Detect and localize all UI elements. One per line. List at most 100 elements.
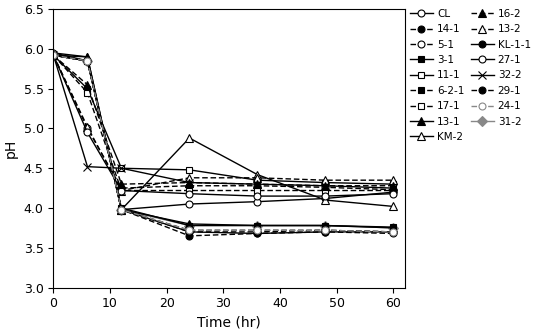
- 29-1: [84, 59, 90, 63]
- 32-2: [390, 186, 396, 190]
- 6-2-1: [390, 230, 396, 234]
- 11-1: [254, 178, 261, 182]
- 31-2: [84, 59, 90, 63]
- 3-1: [118, 206, 125, 210]
- 29-1: [186, 230, 193, 234]
- 14-1: [118, 208, 125, 212]
- Line: 13-2: 13-2: [49, 51, 398, 195]
- Line: 31-2: 31-2: [50, 52, 397, 231]
- Line: 29-1: 29-1: [50, 52, 397, 235]
- 13-1: [186, 222, 193, 226]
- KL-1-1: [118, 208, 125, 212]
- 27-1: [322, 194, 328, 198]
- 24-1: [254, 228, 261, 232]
- 17-1: [390, 188, 396, 192]
- 13-2: [84, 125, 90, 129]
- 24-1: [186, 228, 193, 232]
- 11-1: [186, 168, 193, 172]
- X-axis label: Time (hr): Time (hr): [197, 316, 261, 330]
- 5-1: [84, 127, 90, 131]
- 16-2: [118, 182, 125, 186]
- 13-1: [50, 53, 57, 57]
- 13-1: [390, 226, 396, 230]
- Line: 3-1: 3-1: [50, 52, 397, 230]
- 14-1: [186, 234, 193, 238]
- KM-2: [322, 198, 328, 202]
- 13-2: [322, 178, 328, 182]
- KL-1-1: [254, 231, 261, 235]
- CL: [254, 200, 261, 204]
- 27-1: [390, 192, 396, 196]
- KL-1-1: [84, 59, 90, 63]
- 5-1: [254, 184, 261, 188]
- 11-1: [118, 166, 125, 170]
- 11-1: [84, 87, 90, 91]
- 6-2-1: [322, 228, 328, 232]
- 16-2: [84, 83, 90, 87]
- 31-2: [186, 223, 193, 227]
- Line: 6-2-1: 6-2-1: [50, 52, 397, 235]
- 31-2: [254, 223, 261, 227]
- 17-1: [84, 91, 90, 95]
- 11-1: [322, 181, 328, 185]
- 16-2: [322, 184, 328, 188]
- 3-1: [322, 223, 328, 227]
- 6-2-1: [50, 53, 57, 57]
- CL: [50, 51, 57, 55]
- 29-1: [254, 230, 261, 234]
- 32-2: [254, 182, 261, 186]
- Line: 16-2: 16-2: [49, 51, 398, 190]
- CL: [322, 196, 328, 200]
- 24-1: [390, 230, 396, 234]
- KL-1-1: [186, 230, 193, 234]
- 13-1: [254, 223, 261, 227]
- KM-2: [254, 173, 261, 177]
- 27-1: [50, 53, 57, 57]
- Line: 14-1: 14-1: [50, 52, 397, 239]
- CL: [186, 202, 193, 206]
- Line: 24-1: 24-1: [50, 52, 397, 235]
- 14-1: [50, 53, 57, 57]
- 3-1: [254, 223, 261, 227]
- KM-2: [84, 55, 90, 59]
- 13-2: [254, 176, 261, 180]
- KM-2: [390, 204, 396, 208]
- Line: 13-1: 13-1: [49, 51, 398, 232]
- KL-1-1: [50, 53, 57, 57]
- 3-1: [390, 225, 396, 229]
- 3-1: [186, 223, 193, 227]
- KL-1-1: [390, 230, 396, 234]
- 17-1: [118, 188, 125, 192]
- 27-1: [84, 131, 90, 135]
- CL: [84, 59, 90, 63]
- 13-1: [322, 223, 328, 227]
- 6-2-1: [84, 59, 90, 63]
- 32-2: [322, 184, 328, 188]
- 31-2: [322, 223, 328, 227]
- 5-1: [186, 184, 193, 188]
- 27-1: [186, 192, 193, 196]
- 13-2: [118, 188, 125, 192]
- Y-axis label: pH: pH: [4, 139, 18, 158]
- Legend: CL, 14-1, 5-1, 3-1, 11-1, 6-2-1, 17-1, 13-1, KM-2, 16-2, 13-2, KL-1-1, 27-1, 32-: CL, 14-1, 5-1, 3-1, 11-1, 6-2-1, 17-1, 1…: [410, 9, 531, 142]
- 31-2: [118, 208, 125, 212]
- 32-2: [84, 165, 90, 169]
- 17-1: [50, 53, 57, 57]
- 17-1: [186, 188, 193, 192]
- 32-2: [186, 181, 193, 185]
- 32-2: [50, 53, 57, 57]
- KM-2: [186, 136, 193, 140]
- 11-1: [390, 182, 396, 186]
- 3-1: [50, 53, 57, 57]
- 31-2: [390, 226, 396, 230]
- Line: 32-2: 32-2: [49, 51, 398, 192]
- 13-1: [118, 208, 125, 212]
- 13-2: [390, 178, 396, 182]
- Line: CL: CL: [50, 49, 397, 213]
- 3-1: [84, 59, 90, 63]
- 29-1: [322, 228, 328, 232]
- Line: 5-1: 5-1: [50, 52, 397, 193]
- 5-1: [118, 186, 125, 190]
- 16-2: [390, 184, 396, 188]
- 27-1: [254, 194, 261, 198]
